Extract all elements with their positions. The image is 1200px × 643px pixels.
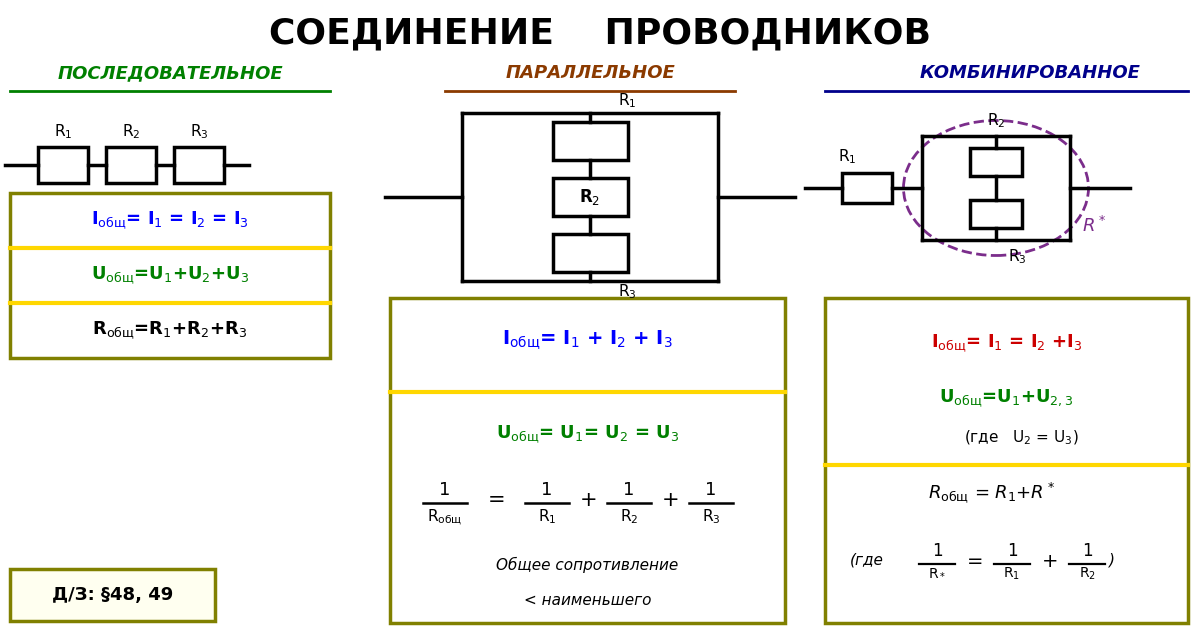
Text: R$_1$: R$_1$ <box>838 147 857 166</box>
Text: ПОСЛЕДОВАТЕЛЬНОЕ: ПОСЛЕДОВАТЕЛЬНОЕ <box>58 64 283 82</box>
Text: U$_{\rm общ}$= U$_1$= U$_2$ = U$_3$: U$_{\rm общ}$= U$_1$= U$_2$ = U$_3$ <box>496 424 679 445</box>
Text: (где   U$_2$ = U$_3$): (где U$_2$ = U$_3$) <box>964 428 1079 447</box>
Text: R$_*$: R$_*$ <box>928 565 946 579</box>
Text: СОЕДИНЕНИЕ    ПРОВОДНИКОВ: СОЕДИНЕНИЕ ПРОВОДНИКОВ <box>269 16 931 50</box>
Text: ): ) <box>1109 553 1115 568</box>
Text: R$_3$: R$_3$ <box>1008 247 1027 266</box>
Text: 1: 1 <box>1081 543 1092 561</box>
Text: R$_1$: R$_1$ <box>54 122 72 141</box>
Text: I$_{\rm общ}$= I$_1$ = I$_2$ = I$_3$: I$_{\rm общ}$= I$_1$ = I$_2$ = I$_3$ <box>91 210 248 231</box>
Text: R$_2$: R$_2$ <box>580 187 601 207</box>
Bar <box>970 148 1022 176</box>
Bar <box>106 147 156 183</box>
Text: Общее сопротивление: Общее сопротивление <box>497 556 679 572</box>
Text: R$_3$: R$_3$ <box>702 507 720 526</box>
Bar <box>390 298 785 623</box>
Text: КОМБИНИРОВАННОЕ: КОМБИНИРОВАННОЕ <box>919 64 1140 82</box>
Text: U$_{\rm общ}$=U$_1$+U$_2$+U$_3$: U$_{\rm общ}$=U$_1$+U$_2$+U$_3$ <box>91 265 250 286</box>
Bar <box>174 147 224 183</box>
Text: R$_2$: R$_2$ <box>1079 565 1096 582</box>
Bar <box>10 193 330 358</box>
Bar <box>552 234 628 272</box>
Text: ПАРАЛЛЕЛЬНОЕ: ПАРАЛЛЕЛЬНОЕ <box>505 64 674 82</box>
Text: R$_3$: R$_3$ <box>618 282 637 301</box>
Text: Д/З: §48, 49: Д/З: §48, 49 <box>52 586 173 604</box>
Text: R$_{\rm общ}$=R$_1$+R$_2$+R$_3$: R$_{\rm общ}$=R$_1$+R$_2$+R$_3$ <box>92 320 247 341</box>
Text: (где: (где <box>850 553 884 568</box>
Text: 1: 1 <box>931 543 942 561</box>
Bar <box>552 122 628 160</box>
Text: R$_2$: R$_2$ <box>121 122 140 141</box>
Text: R$_1$: R$_1$ <box>618 91 636 110</box>
Text: =: = <box>967 552 983 571</box>
Bar <box>10 569 215 621</box>
Bar <box>552 178 628 216</box>
Text: 1: 1 <box>706 481 716 499</box>
Text: R$_2$: R$_2$ <box>986 111 1006 130</box>
Text: +: + <box>662 490 680 511</box>
Text: $R^*$: $R^*$ <box>1082 216 1106 236</box>
Bar <box>842 173 892 203</box>
Text: R$_1$: R$_1$ <box>538 507 557 526</box>
Text: I$_{\rm общ}$= I$_1$ + I$_2$ + I$_3$: I$_{\rm общ}$= I$_1$ + I$_2$ + I$_3$ <box>502 329 673 352</box>
Text: I$_{\rm общ}$= I$_1$ = I$_2$ +I$_3$: I$_{\rm общ}$= I$_1$ = I$_2$ +I$_3$ <box>931 333 1082 354</box>
Text: +: + <box>580 490 598 511</box>
Text: 1: 1 <box>541 481 553 499</box>
Bar <box>826 298 1188 623</box>
Text: 1: 1 <box>1007 543 1018 561</box>
Text: $R_{\rm общ}$ = $R_1$+$R^*$: $R_{\rm общ}$ = $R_1$+$R^*$ <box>928 481 1055 505</box>
Bar <box>970 200 1022 228</box>
Text: R$_1$: R$_1$ <box>1003 565 1020 582</box>
Text: 1: 1 <box>623 481 635 499</box>
Text: < наименьшего: < наименьшего <box>523 593 652 608</box>
Text: U$_{\rm общ}$=U$_1$+U$_{2,3}$: U$_{\rm общ}$=U$_1$+U$_{2,3}$ <box>940 388 1074 410</box>
Text: R$_3$: R$_3$ <box>190 122 209 141</box>
Text: =: = <box>488 490 506 511</box>
Text: 1: 1 <box>439 481 451 499</box>
Bar <box>38 147 88 183</box>
Text: R$_{\rm общ}$: R$_{\rm общ}$ <box>427 507 463 527</box>
Text: R$_2$: R$_2$ <box>619 507 638 526</box>
Text: +: + <box>1042 552 1058 571</box>
